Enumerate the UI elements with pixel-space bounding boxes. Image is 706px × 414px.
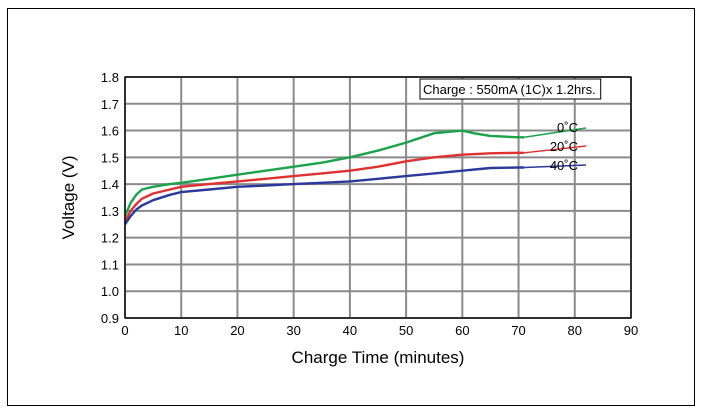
annotation-box <box>419 78 602 100</box>
series-lines <box>123 129 525 225</box>
x-tick-label: 50 <box>399 323 413 338</box>
series-labels: 0˚C 20˚C 40˚C <box>524 120 587 173</box>
series-label-1: 20˚C <box>550 139 578 154</box>
x-tick-labels: 0 10 20 30 40 50 60 70 80 90 <box>121 323 638 338</box>
y-axis-title: Voltage (V) <box>59 155 78 239</box>
x-axis-title: Charge Time (minutes) <box>292 348 465 367</box>
x-tick-label: 20 <box>230 323 244 338</box>
series-leader-line <box>524 164 587 169</box>
y-tick-label: 1.6 <box>101 124 119 139</box>
series-line-2 <box>124 166 525 225</box>
x-tick-label: 70 <box>511 323 525 338</box>
series-label-2: 40˚C <box>550 158 578 173</box>
chart-frame <box>7 8 695 406</box>
series-leader-line <box>524 145 587 154</box>
series-label-0: 0˚C <box>557 120 578 135</box>
plot-border <box>124 76 632 319</box>
y-tick-label: 1.8 <box>101 70 119 85</box>
x-tick-label: 80 <box>568 323 582 338</box>
charge-annotation: Charge : 550mA (1C)x 1.2hrs. <box>423 82 596 97</box>
x-tick-label: 40 <box>343 323 357 338</box>
x-tick-label: 90 <box>624 323 638 338</box>
y-tick-labels: 0.9 1.0 1.1 1.2 1.3 1.4 1.5 1.6 1.7 1.8 <box>101 70 119 326</box>
y-tick-label: 1.2 <box>101 231 119 246</box>
y-tick-label: 1.0 <box>101 284 119 299</box>
series-line-1 <box>123 151 525 223</box>
grid <box>124 76 632 319</box>
y-tick-label: 1.4 <box>101 177 119 192</box>
y-tick-label: 0.9 <box>101 311 119 326</box>
y-tick-label: 1.7 <box>101 97 119 112</box>
series-leader-line <box>524 127 587 138</box>
y-tick-label: 1.5 <box>101 150 119 165</box>
x-tick-label: 0 <box>121 323 128 338</box>
x-tick-label: 30 <box>286 323 300 338</box>
x-tick-label: 10 <box>174 323 188 338</box>
y-tick-label: 1.1 <box>101 257 119 272</box>
y-tick-label: 1.3 <box>101 204 119 219</box>
x-tick-label: 60 <box>455 323 469 338</box>
series-line-0 <box>123 129 525 217</box>
